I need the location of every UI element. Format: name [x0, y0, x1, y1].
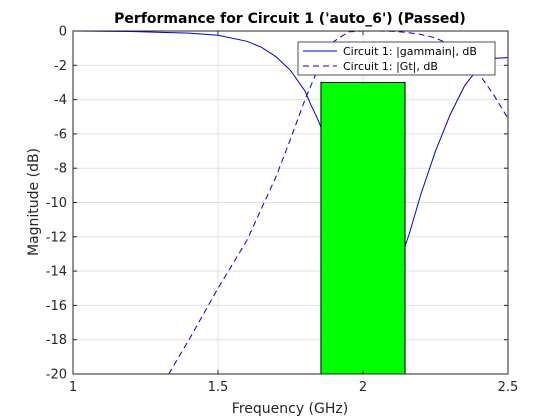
x-tick-label: 1.5 [208, 380, 229, 395]
y-tick-label: -10 [46, 196, 67, 211]
legend: Circuit 1: |gammain|, dB Circuit 1: |Gt|… [297, 41, 496, 76]
x-tick-label: 1 [69, 380, 77, 395]
legend-label-gt: Circuit 1: |Gt|, dB [343, 60, 438, 73]
x-tick-label: 2 [359, 380, 367, 395]
axis-ticks: 1 1.5 2 2.5 0 -2 -4 -6 -8 -10 -12 -14 -16 -18 -20 [46, 25, 519, 396]
y-tick-label: -12 [46, 230, 67, 245]
legend-label-gammain: Circuit 1: |gammain|, dB [343, 45, 477, 58]
y-tick-label: -6 [54, 127, 67, 142]
spec-region-layer [320, 81, 406, 375]
y-axis-label: Magnitude (dB) [26, 148, 42, 256]
y-tick-label: -18 [46, 333, 67, 348]
y-tick-label: -4 [54, 93, 67, 108]
y-tick-label: -14 [46, 265, 67, 280]
y-tick-label: -8 [54, 162, 67, 177]
y-tick-label: -20 [46, 368, 67, 383]
y-tick-label: -2 [54, 59, 67, 74]
x-axis-label: Frequency (GHz) [232, 401, 348, 417]
chart-title: Performance for Circuit 1 ('auto_6') (Pa… [114, 11, 466, 27]
plot-area: 1 1.5 2 2.5 0 -2 -4 -6 -8 -10 -12 -14 -16 -18 -20 [46, 25, 519, 396]
y-tick-label: -16 [46, 299, 67, 314]
legend-box [297, 41, 496, 76]
spec-region-bar [320, 81, 406, 375]
y-tick-label: 0 [59, 25, 67, 40]
x-tick-label: 2.5 [498, 380, 519, 395]
